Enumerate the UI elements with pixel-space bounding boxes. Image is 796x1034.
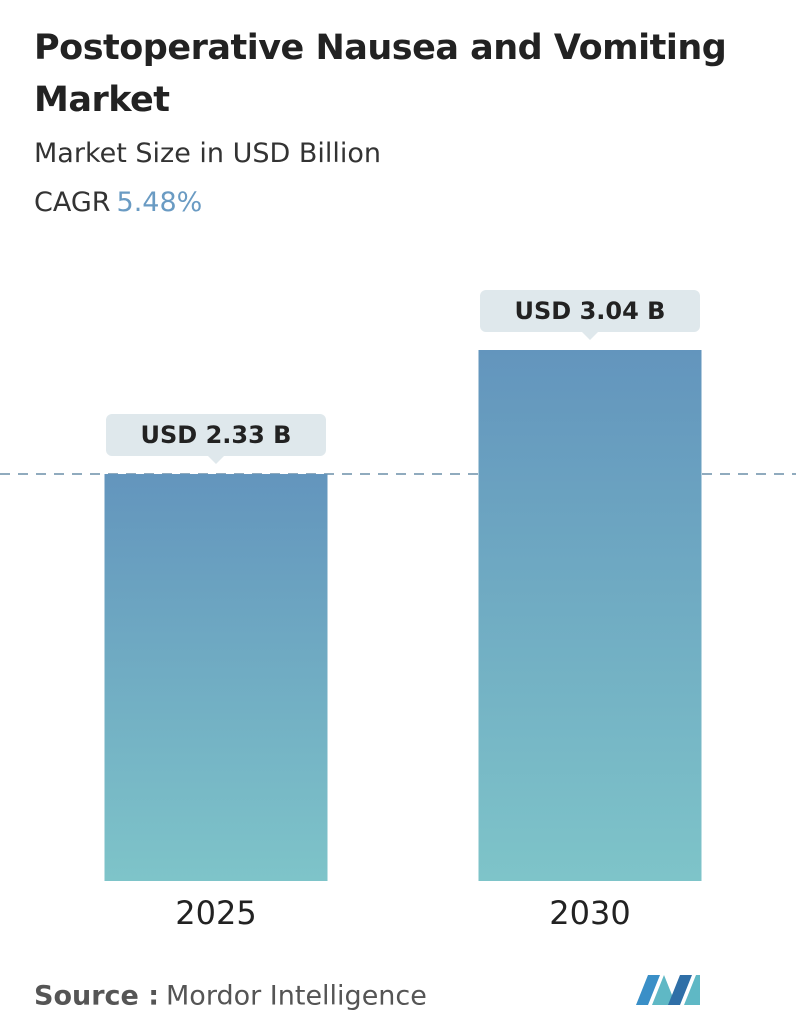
cagr-label: CAGR [34, 187, 111, 218]
value-label-box [106, 414, 326, 457]
cagr: CAGR 5.48% [34, 187, 202, 218]
chart-title: Postoperative Nausea and Vomiting Market [34, 28, 727, 120]
value-label: USD 3.04 B [515, 297, 666, 325]
chart-subtitle: Market Size in USD Billion [34, 138, 382, 169]
source: Mordor Intelligence [166, 981, 427, 1012]
cagr-value: 5.48% [116, 187, 203, 218]
x-tick-label: 2025 [175, 894, 256, 932]
x-tick-label: 2030 [549, 894, 630, 932]
bar [478, 350, 702, 881]
bar [104, 474, 328, 881]
source-label: Source : [34, 981, 159, 1012]
logo [636, 975, 700, 1005]
value-label-pointer [208, 456, 224, 465]
value-label-box [480, 290, 700, 332]
value-label: USD 2.33 B [141, 421, 292, 449]
value-label-pointer [582, 332, 598, 340]
